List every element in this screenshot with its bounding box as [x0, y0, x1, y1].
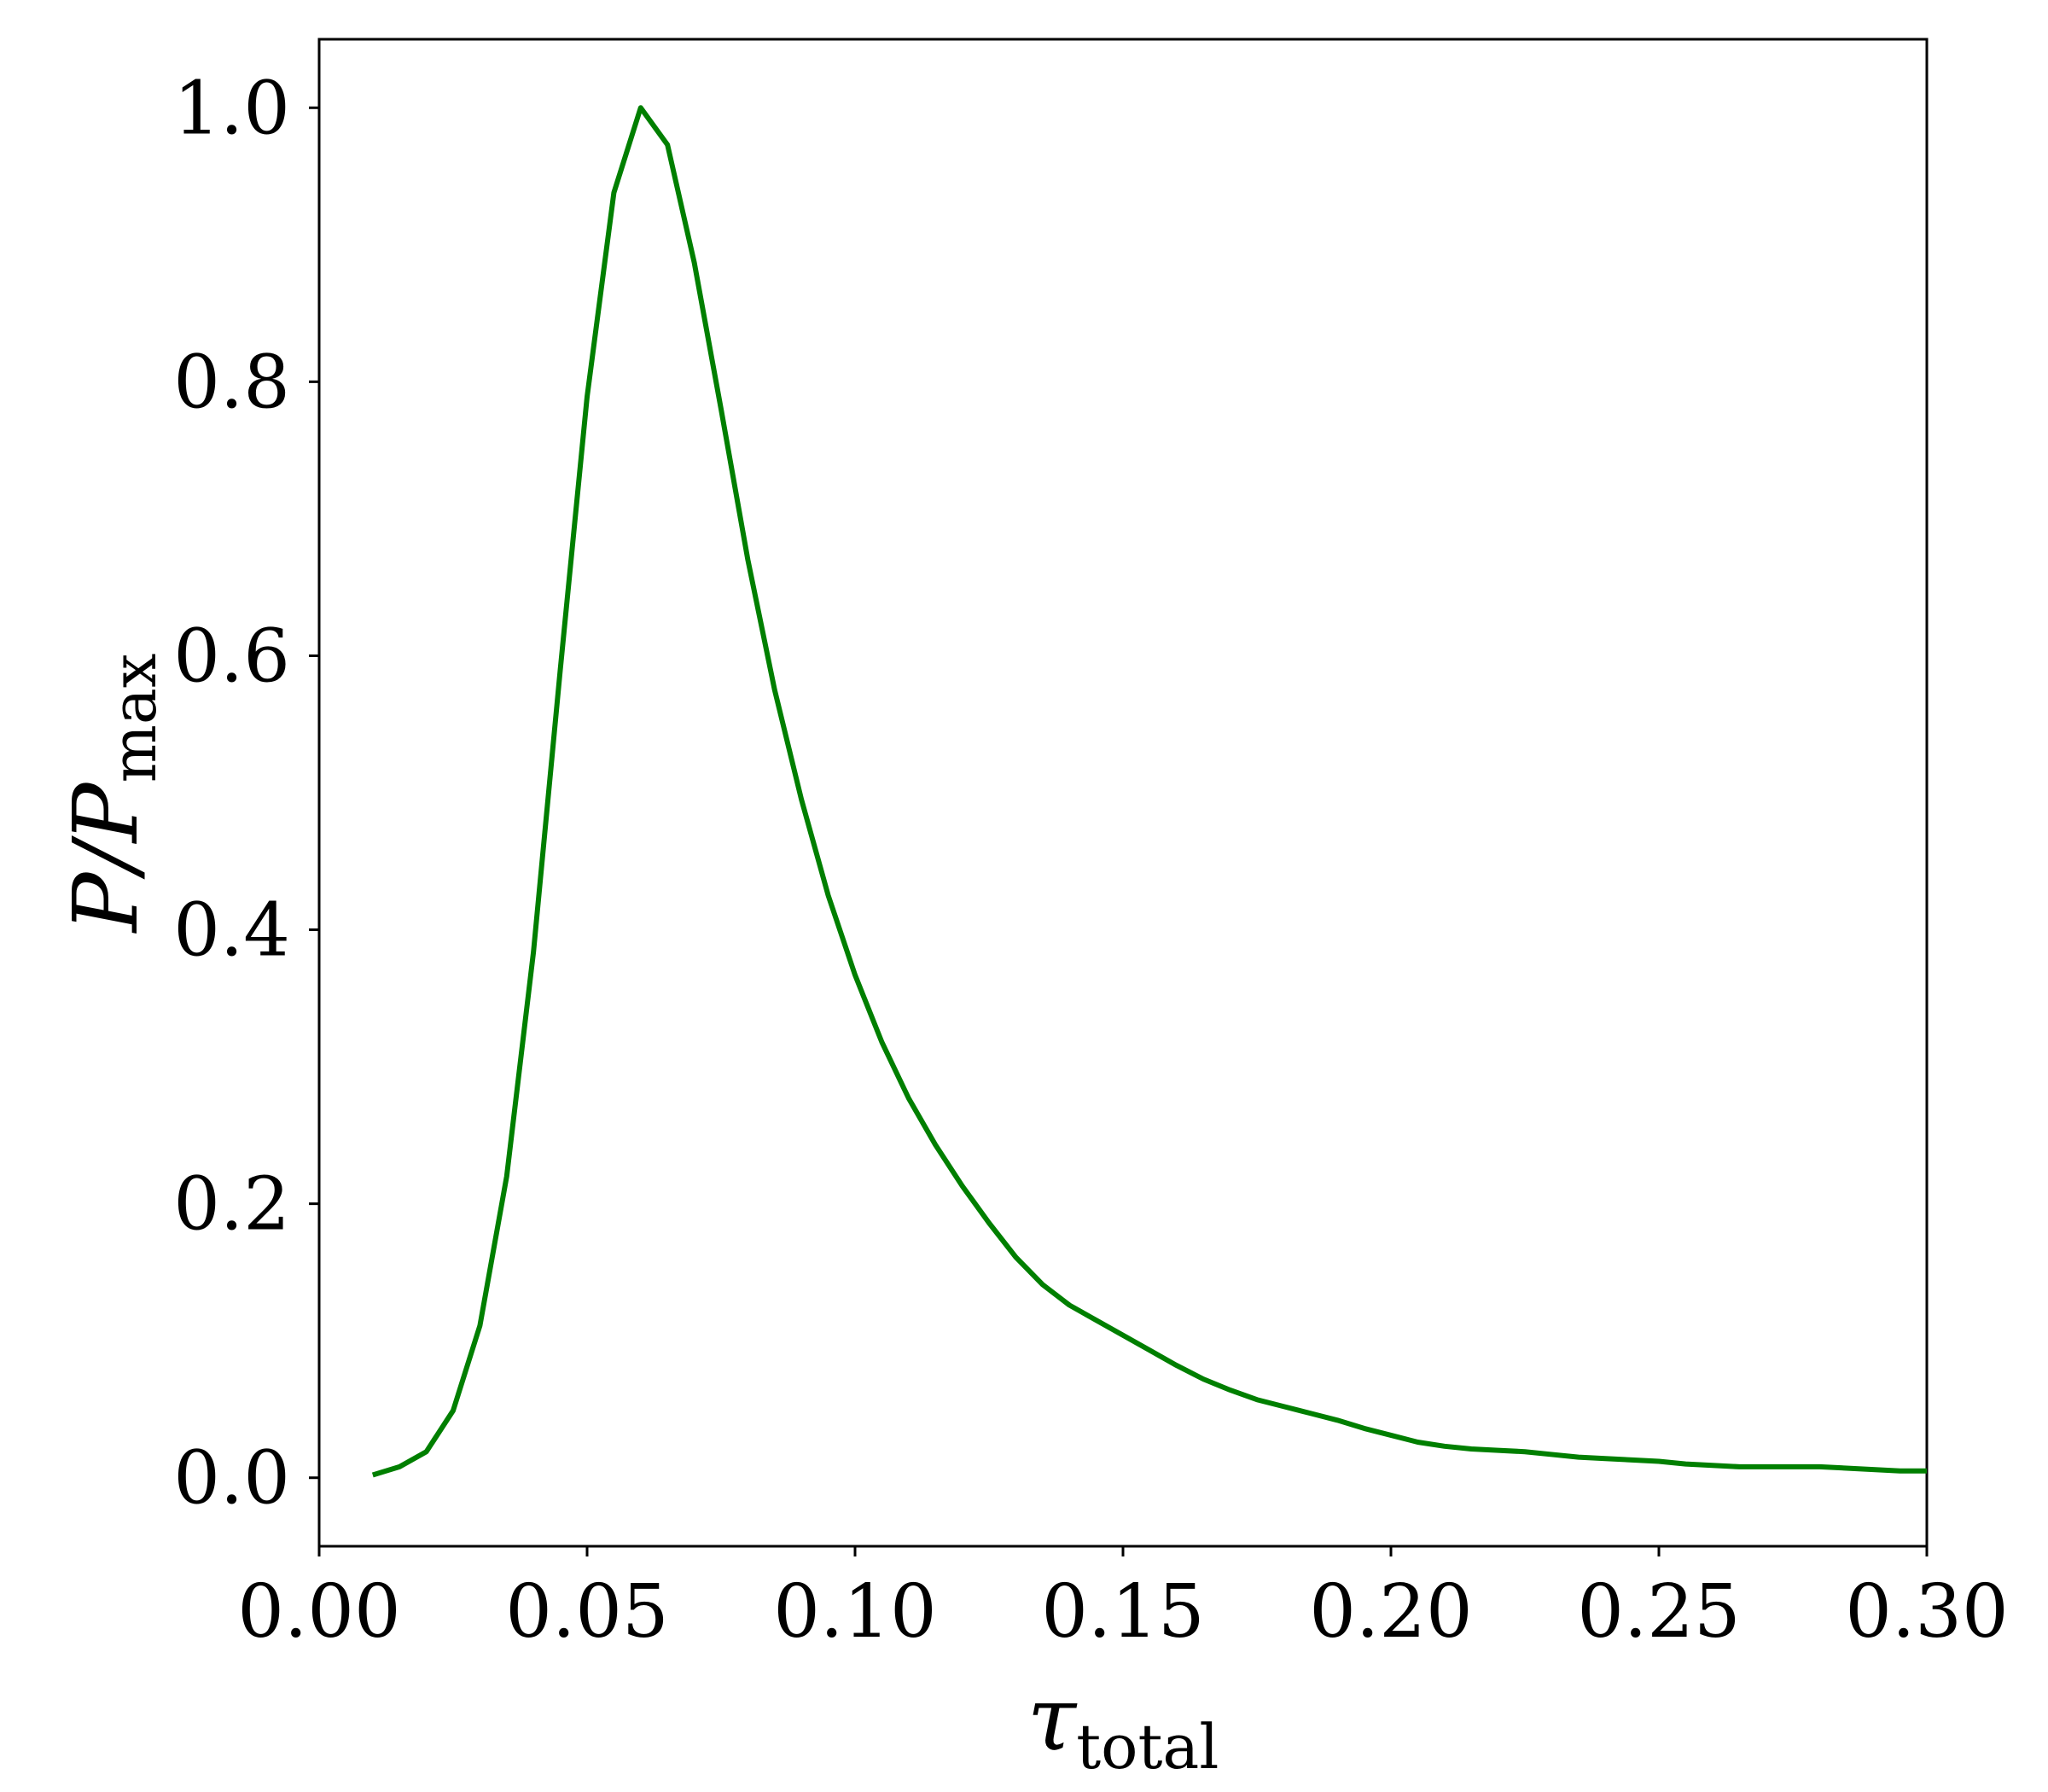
x-axis-label-main: τ [1027, 1667, 1078, 1771]
y-axis-label-sub: max [98, 654, 170, 783]
x-tick-label: 0.05 [505, 1569, 668, 1655]
x-tick-label: 0.15 [1041, 1569, 1204, 1655]
x-tick-label: 0.30 [1845, 1569, 2008, 1655]
y-axis-label: P/Pmax [54, 654, 170, 934]
x-axis-label: τtotal [1027, 1667, 1219, 1783]
y-tick-label: 0.0 [173, 1436, 290, 1521]
data-line [371, 105, 1927, 1478]
y-tick-label: 0.2 [173, 1162, 290, 1248]
x-tick-label: 0.00 [237, 1569, 400, 1655]
y-axis-label-main: P/P [54, 781, 158, 934]
x-tick-label: 0.10 [773, 1569, 936, 1655]
y-tick-label: 0.4 [173, 888, 290, 974]
x-tick-label: 0.20 [1309, 1569, 1472, 1655]
x-axis-label-sub: total [1076, 1711, 1219, 1783]
y-tick-label: 0.8 [173, 340, 290, 425]
y-tick-label: 1.0 [173, 66, 290, 151]
y-tick-label: 0.6 [173, 614, 290, 699]
x-tick-label: 0.25 [1577, 1569, 1740, 1655]
